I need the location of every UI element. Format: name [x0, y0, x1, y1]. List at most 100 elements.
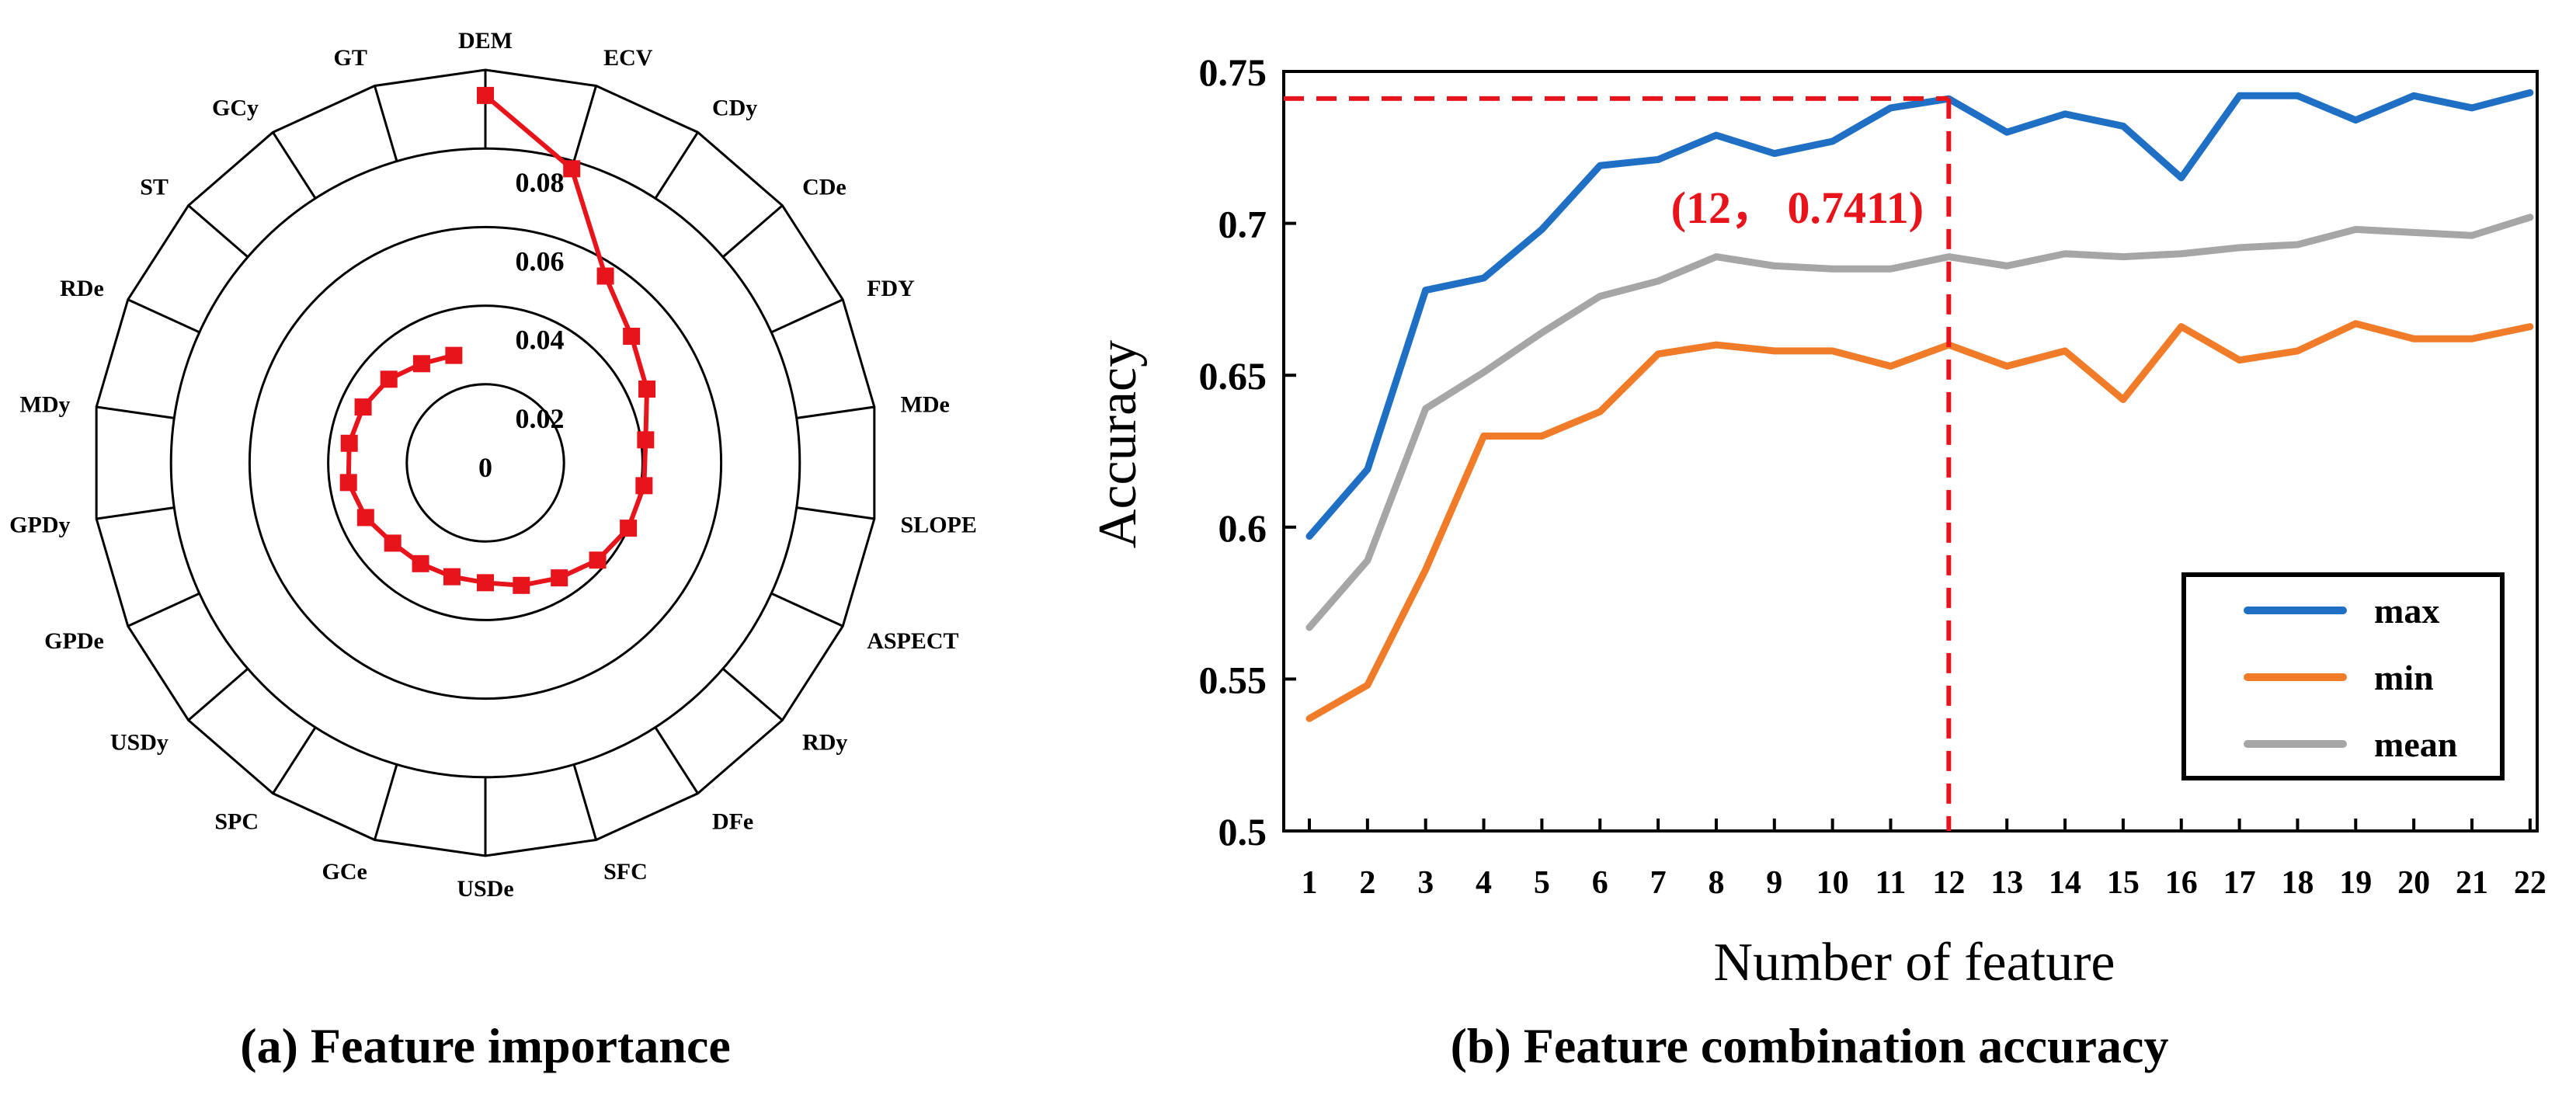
- radar-axis-label-sfc: SFC: [603, 859, 648, 885]
- radar-axis-label-gpde: GPDe: [44, 628, 104, 654]
- radar-point-sfc: [513, 576, 530, 594]
- radar-axis-label-fdy: FDY: [867, 276, 915, 301]
- y-tick-label: 0.7: [1218, 203, 1267, 246]
- radar-spoke-gt: [374, 85, 398, 162]
- radar-axis-label-usde: USDe: [457, 876, 513, 902]
- radar-series-line: [346, 93, 650, 588]
- series-line-max: [1305, 89, 2534, 541]
- y-tick-label: 0.5: [1218, 810, 1267, 853]
- series-line-mean: [1305, 214, 2534, 631]
- y-tick-label: 0.75: [1199, 50, 1267, 94]
- y-tick-label: 0.6: [1218, 506, 1267, 550]
- radar-point-usde: [477, 574, 494, 592]
- x-tick-label: 15: [2107, 865, 2140, 901]
- x-tick-label: 12: [1932, 865, 1965, 901]
- radar-spoke-gcy: [272, 131, 317, 200]
- radar-axis-label-slope: SLOPE: [901, 513, 977, 538]
- radar-axis-label-gcy: GCy: [212, 96, 259, 121]
- radar-point-cde: [623, 327, 641, 345]
- radar-ring-3: [248, 225, 723, 700]
- x-tick-label: 3: [1417, 865, 1434, 901]
- x-tick-label: 4: [1476, 865, 1492, 901]
- x-tick-label: 5: [1534, 865, 1550, 901]
- radar-axis-label-cde: CDe: [802, 174, 846, 200]
- radar-point-dfe: [551, 569, 568, 587]
- radar-point-gpde: [356, 509, 374, 527]
- radar-axis-label-rdy: RDy: [802, 730, 847, 756]
- radar-point-spc: [412, 554, 429, 572]
- x-tick-label: 7: [1650, 865, 1667, 901]
- radar-spoke-gpde: [127, 592, 200, 627]
- radar-chart: 0 0.02 0.04 0.06 0.08 DEM ECV CDy CDe FDY MDe SLOP…: [9, 28, 977, 902]
- annotation: (12， 0.7411): [1284, 96, 1952, 831]
- radar-spoke-ecv: [572, 85, 597, 162]
- radar-point-usdy: [384, 534, 402, 552]
- x-tick-label: 11: [1876, 865, 1907, 901]
- radar-spoke-gce: [374, 763, 398, 840]
- x-tick-label: 1: [1302, 865, 1318, 901]
- radar-axis-label-mde: MDe: [901, 391, 950, 417]
- radar-axis-label-dfe: DFe: [712, 808, 753, 834]
- radar-point-st: [380, 370, 398, 388]
- legend-label-mean: mean: [2374, 725, 2457, 764]
- annotation-label: (12， 0.7411): [1671, 182, 1924, 233]
- radar-point-ecv: [563, 160, 581, 178]
- radar-axis-label-usdy: USDy: [110, 730, 169, 756]
- radar-spoke-spc: [272, 726, 317, 794]
- x-axis-label: Number of feature: [1714, 933, 2115, 992]
- y-tick-label: 0.55: [1199, 658, 1267, 701]
- radar-spoke-sfc: [572, 763, 597, 840]
- x-tick-label: 2: [1359, 865, 1375, 901]
- plot-area: [1282, 70, 2539, 833]
- radar-spoke-slope: [796, 506, 875, 520]
- radar-spoke-st: [187, 204, 249, 259]
- x-tick-label: 18: [2281, 865, 2314, 901]
- radar-point-aspect: [620, 520, 638, 537]
- radar-axis-labels: DEM ECV CDy CDe FDY MDe SLOPE ASPECT RDy DFe SFC US…: [9, 28, 977, 902]
- radar-axis-label-st: ST: [140, 174, 169, 200]
- radar-spoke-gpdy: [96, 506, 175, 520]
- radar-point-gce: [443, 568, 461, 586]
- radar-spoke-mde: [796, 405, 875, 419]
- radar-point-cdy: [596, 267, 614, 285]
- x-tick-label: 20: [2397, 865, 2430, 901]
- radar-ring-label: 0.06: [516, 245, 565, 276]
- x-tick-label: 17: [2223, 865, 2256, 901]
- x-tick-label: 14: [2049, 865, 2081, 901]
- radar-ring-label: 0: [478, 452, 492, 483]
- x-axis-ticks: 1 2 3 4 5 6 7 8 9 10 11 12 13 14 15 16 17 18 19 20 21 22: [1302, 819, 2546, 901]
- radar-spoke-mdy: [96, 405, 175, 419]
- legend: max min mean: [2181, 572, 2505, 780]
- x-tick-label: 6: [1592, 865, 1608, 901]
- radar-spoke-fdy: [770, 298, 843, 334]
- radar-point-rdy: [589, 551, 607, 569]
- radar-ring-label: 0.04: [516, 325, 565, 356]
- radar-point-gt: [445, 346, 463, 364]
- series-line-min: [1305, 320, 2534, 722]
- radar-spoke-rdy: [721, 667, 784, 721]
- radar-ring-label: 0.08: [516, 167, 565, 198]
- x-tick-label: 19: [2339, 865, 2372, 901]
- radar-point-gcy: [412, 355, 430, 373]
- radar-ring-labels: 0 0.02 0.04 0.06 0.08: [478, 167, 565, 483]
- radar-axis-label-gpdy: GPDy: [9, 513, 70, 538]
- radar-spoke-usdy: [187, 667, 249, 721]
- radar-axis-label-mdy: MDy: [20, 391, 71, 417]
- x-tick-label: 10: [1816, 865, 1849, 901]
- radar-point-mdy: [340, 434, 358, 452]
- legend-label-max: max: [2374, 591, 2439, 631]
- radar-point-mde: [637, 431, 655, 449]
- radar-spokes: [96, 70, 875, 856]
- x-tick-label: 21: [2456, 865, 2488, 901]
- radar-point-dem: [477, 86, 494, 104]
- x-tick-label: 8: [1708, 865, 1724, 901]
- line-chart: 0.50.550.60.650.70.75 1 2 3 4 5 6 7 8 9 10 11 12 13 1…: [1088, 50, 2546, 992]
- radar-ring-1: [405, 383, 565, 543]
- series-lines: [1305, 89, 2534, 722]
- radar-axis-label-gt: GT: [334, 45, 367, 71]
- radar-axis-label-cdy: CDy: [712, 96, 757, 121]
- radar-axis-label-rde: RDe: [60, 276, 104, 301]
- radar-point-fdy: [638, 380, 656, 398]
- radar-axis-label-gce: GCe: [322, 859, 367, 885]
